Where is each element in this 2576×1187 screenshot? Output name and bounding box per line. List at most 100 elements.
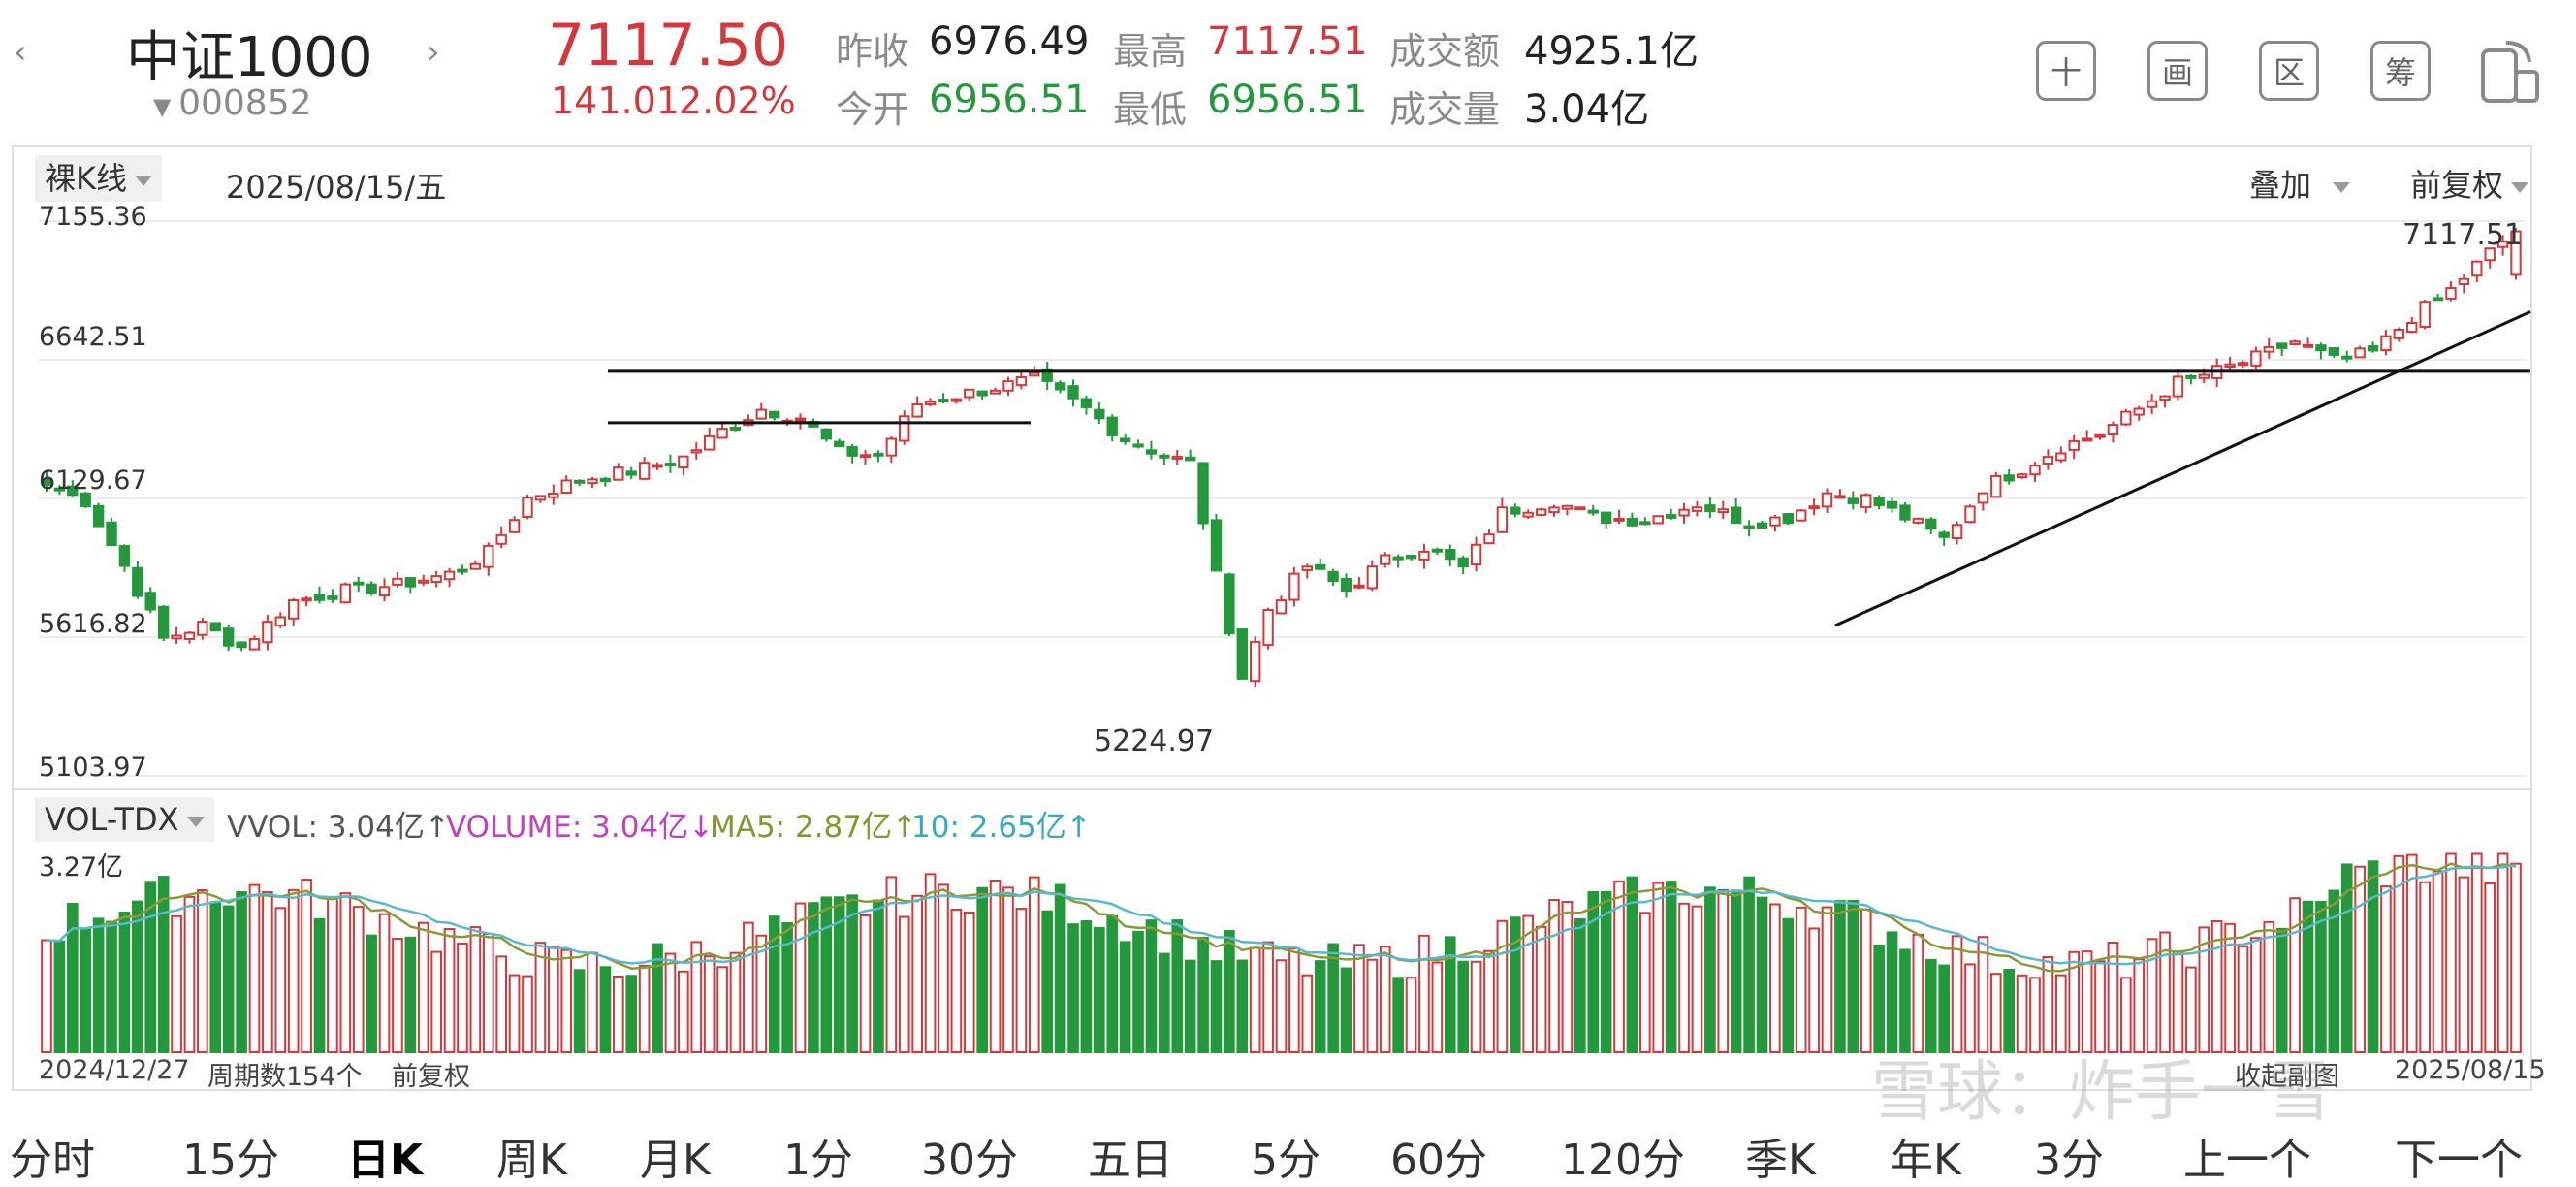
- volume-bar: [443, 928, 456, 1053]
- price-axis-tick: 6642.51: [39, 322, 147, 352]
- volume-bar: [417, 921, 429, 1054]
- volume-bar: [327, 897, 338, 1053]
- volume-bar: [1106, 914, 1119, 1053]
- kline-mode-select[interactable]: 裸K线: [35, 155, 162, 202]
- candle-body: [2224, 363, 2236, 368]
- volume-bar: [1613, 880, 1625, 1054]
- tab-5[interactable]: 1分: [783, 1136, 853, 1185]
- collapse-subchart[interactable]: 收起副图: [2235, 1062, 2339, 1092]
- tab-12[interactable]: 年K: [1891, 1136, 1961, 1185]
- candle-body: [729, 426, 742, 431]
- kline-mode-label: 裸K线: [45, 160, 127, 197]
- range-button[interactable]: 区: [2259, 41, 2319, 101]
- volume-bar: [950, 908, 963, 1053]
- volume-bar: [1054, 883, 1066, 1053]
- volume-bar: [1756, 896, 1768, 1053]
- tab-10[interactable]: 120分: [1561, 1136, 1685, 1185]
- volume-bar: [1561, 901, 1574, 1053]
- volume-readout: VOLUME: 3.04亿↓: [446, 810, 715, 845]
- tab-6[interactable]: 30分: [921, 1136, 1018, 1185]
- candle-body: [1288, 572, 1300, 601]
- candle-body: [846, 445, 858, 457]
- tab-13[interactable]: 3分: [2034, 1136, 2104, 1185]
- candle-body: [1366, 565, 1379, 590]
- volume-bar: [613, 976, 624, 1053]
- candle-body: [339, 583, 352, 604]
- candle-body: [301, 597, 312, 602]
- candle-body: [2120, 410, 2132, 426]
- candle-body: [2445, 287, 2457, 300]
- volume-bar: [2250, 937, 2262, 1053]
- candle-body: [703, 434, 716, 451]
- volume-bar: [1067, 923, 1079, 1053]
- candle-body: [652, 464, 663, 468]
- volume-bar: [638, 964, 651, 1054]
- tab-2[interactable]: 日K: [347, 1136, 424, 1185]
- open-label: 今开: [836, 88, 910, 131]
- tab-3[interactable]: 周K: [496, 1136, 567, 1185]
- crosshair-button[interactable]: 十: [2036, 41, 2096, 101]
- draw-button[interactable]: 画: [2147, 41, 2208, 101]
- volume-bar: [1548, 899, 1560, 1054]
- candle-body: [560, 479, 572, 495]
- candle-body: [950, 398, 963, 402]
- candle-body: [1704, 504, 1716, 513]
- candle-body: [1470, 543, 1482, 566]
- volume-bar: [1288, 947, 1300, 1053]
- rotate-screen-icon[interactable]: [2477, 37, 2541, 105]
- tab-9[interactable]: 60分: [1390, 1136, 1487, 1185]
- chips-button[interactable]: 筹: [2370, 41, 2431, 101]
- volume-bar: [2405, 853, 2418, 1054]
- volume-bar: [2210, 919, 2223, 1054]
- candle-body: [2315, 344, 2327, 352]
- candle-body: [2250, 350, 2262, 367]
- tab-7[interactable]: 五日: [1088, 1136, 1173, 1185]
- tab-1[interactable]: 15分: [182, 1136, 279, 1185]
- turnover-value: 4925.1亿: [1524, 29, 1699, 74]
- volume-bar: [469, 926, 482, 1053]
- candle-body: [2237, 362, 2249, 367]
- volume-bar: [2198, 926, 2210, 1053]
- overlay-select[interactable]: 叠加: [2249, 161, 2351, 206]
- candle-body: [248, 638, 261, 651]
- candle-body: [2354, 347, 2366, 359]
- tab-15[interactable]: 下一个: [2395, 1136, 2523, 1185]
- volume-bar: [2120, 977, 2132, 1053]
- candle-body: [1094, 408, 1105, 420]
- volume-bar: [1977, 936, 1989, 1053]
- volume-bar: [1080, 920, 1093, 1053]
- volume-bar: [2445, 852, 2457, 1053]
- volume-bar: [703, 955, 716, 1054]
- candle-body: [664, 463, 677, 467]
- volume-bar: [716, 966, 728, 1054]
- candle-body: [1249, 640, 1261, 683]
- price-axis-tick: 5616.82: [39, 609, 147, 639]
- candle-body: [2003, 474, 2015, 482]
- tab-4[interactable]: 月K: [640, 1136, 711, 1185]
- prev-index-arrow[interactable]: ‹: [14, 33, 27, 72]
- candle-body: [2029, 465, 2041, 476]
- candle-body: [2367, 345, 2379, 352]
- volume-bar: [1015, 908, 1028, 1054]
- candle-body: [1262, 609, 1274, 647]
- candle-body: [1054, 382, 1066, 391]
- candle-body: [587, 478, 598, 485]
- candle-body: [1002, 380, 1014, 392]
- candle-body: [2471, 260, 2483, 277]
- candle-body: [2496, 241, 2509, 248]
- volume-bar: [92, 917, 105, 1053]
- tab-8[interactable]: 5分: [1251, 1136, 1320, 1185]
- tab-14[interactable]: 上一个: [2183, 1136, 2311, 1185]
- candle-body: [2302, 343, 2314, 348]
- tab-11[interactable]: 季K: [1745, 1136, 1816, 1185]
- candle-body: [469, 562, 482, 570]
- volume-bar: [898, 915, 910, 1054]
- volume-panel[interactable]: [12, 790, 2532, 1091]
- next-index-arrow[interactable]: ›: [427, 33, 440, 72]
- volume-indicator-select[interactable]: VOL-TDX: [35, 797, 214, 842]
- volume-bar: [976, 886, 989, 1054]
- tab-0[interactable]: 分时: [10, 1136, 95, 1185]
- kline-panel[interactable]: [12, 145, 2532, 790]
- adjust-select[interactable]: 前复权: [2410, 161, 2529, 206]
- volume-bar: [1041, 910, 1054, 1053]
